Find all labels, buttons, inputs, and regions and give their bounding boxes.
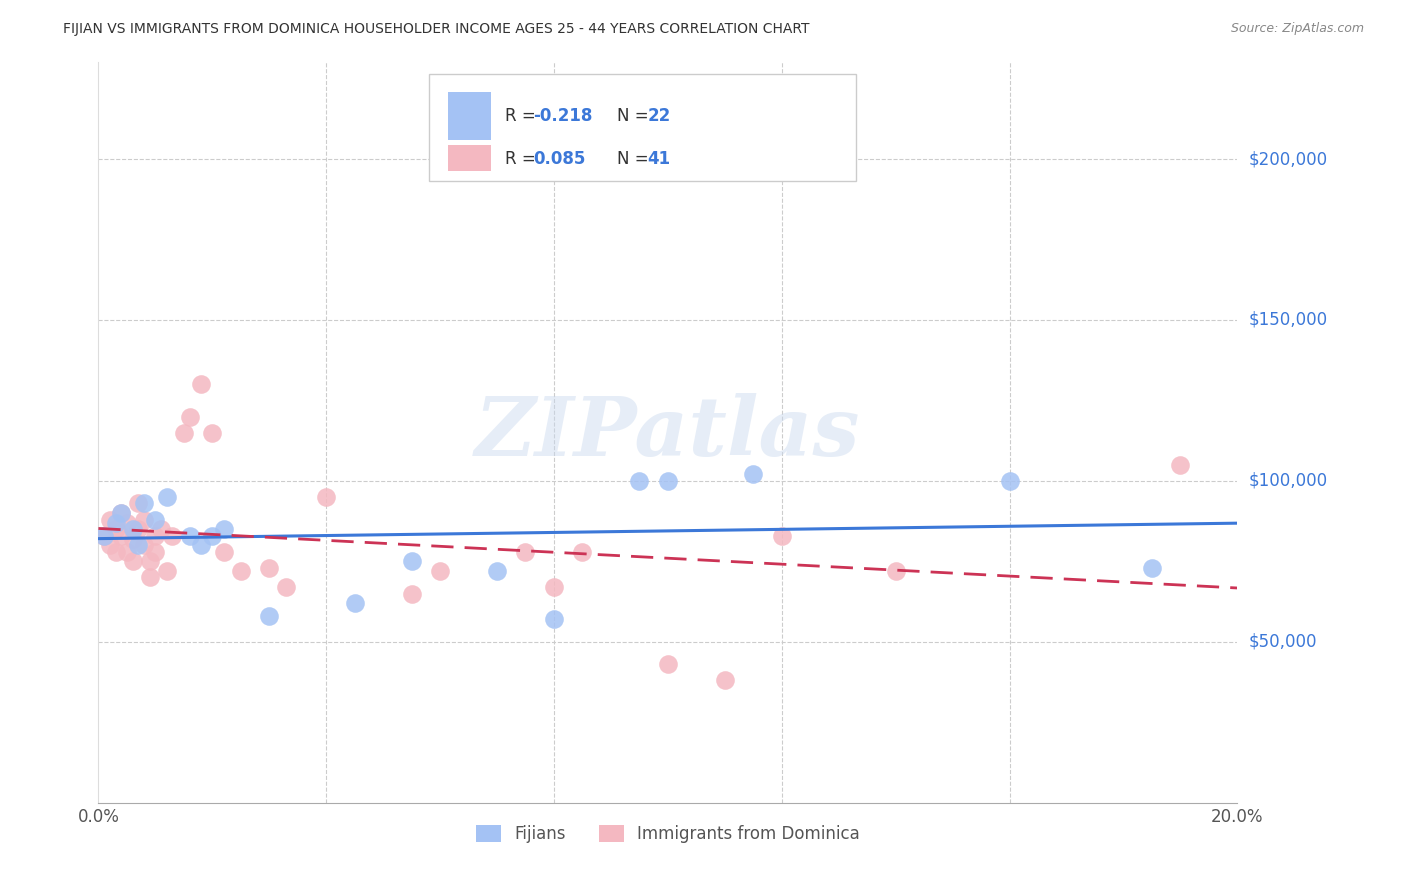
Text: Source: ZipAtlas.com: Source: ZipAtlas.com	[1230, 22, 1364, 36]
Point	[543, 580, 565, 594]
Point	[998, 474, 1021, 488]
Point	[93, 528, 115, 542]
Point	[132, 538, 155, 552]
Legend: Fijians, Immigrants from Dominica: Fijians, Immigrants from Dominica	[470, 819, 866, 850]
Point	[1170, 458, 1192, 472]
Text: ZIPatlas: ZIPatlas	[475, 392, 860, 473]
Point	[104, 516, 127, 530]
Point	[179, 409, 201, 424]
Point	[486, 564, 509, 578]
FancyBboxPatch shape	[429, 73, 856, 181]
Point	[127, 538, 149, 552]
Point	[515, 545, 537, 559]
Point	[315, 490, 337, 504]
Point	[132, 512, 155, 526]
Point	[121, 532, 143, 546]
Point	[742, 467, 765, 482]
Point	[145, 512, 167, 526]
Point	[714, 673, 737, 688]
Point	[150, 522, 173, 536]
Point	[212, 522, 235, 536]
Text: R =: R =	[505, 107, 541, 125]
Point	[138, 554, 160, 568]
Point	[145, 545, 167, 559]
Point	[212, 545, 235, 559]
Text: N =: N =	[617, 107, 654, 125]
Text: 22: 22	[647, 107, 671, 125]
Text: FIJIAN VS IMMIGRANTS FROM DOMINICA HOUSEHOLDER INCOME AGES 25 - 44 YEARS CORRELA: FIJIAN VS IMMIGRANTS FROM DOMINICA HOUSE…	[63, 22, 810, 37]
Text: 41: 41	[647, 150, 671, 168]
Point	[571, 545, 593, 559]
Point	[110, 506, 132, 520]
Point	[657, 657, 679, 672]
Point	[104, 522, 127, 536]
Point	[429, 564, 451, 578]
Point	[543, 612, 565, 626]
Point	[401, 554, 423, 568]
Point	[127, 522, 149, 536]
Point	[179, 528, 201, 542]
Point	[145, 528, 167, 542]
Point	[127, 496, 149, 510]
Text: $200,000: $200,000	[1249, 150, 1327, 168]
Bar	[449, 145, 491, 171]
Point	[190, 377, 212, 392]
Text: $150,000: $150,000	[1249, 311, 1327, 329]
Point	[98, 512, 121, 526]
Point	[259, 609, 281, 624]
Point	[229, 564, 252, 578]
Point	[201, 425, 224, 440]
Point	[259, 561, 281, 575]
Text: $50,000: $50,000	[1249, 632, 1317, 651]
Point	[276, 580, 298, 594]
Point	[121, 554, 143, 568]
Point	[110, 506, 132, 520]
Point	[657, 474, 679, 488]
Point	[156, 564, 179, 578]
Point	[162, 528, 184, 542]
Point	[201, 528, 224, 542]
Point	[1140, 561, 1163, 575]
Point	[770, 528, 793, 542]
Point	[121, 522, 143, 536]
Point	[132, 496, 155, 510]
Bar	[449, 92, 491, 140]
Point	[156, 490, 179, 504]
Point	[190, 538, 212, 552]
Point	[115, 516, 138, 530]
Point	[104, 545, 127, 559]
Point	[115, 545, 138, 559]
Point	[628, 474, 651, 488]
Point	[110, 528, 132, 542]
Point	[93, 528, 115, 542]
Point	[98, 538, 121, 552]
Point	[138, 570, 160, 584]
Text: $100,000: $100,000	[1249, 472, 1327, 490]
Text: N =: N =	[617, 150, 654, 168]
Point	[173, 425, 195, 440]
Point	[884, 564, 907, 578]
Point	[343, 596, 366, 610]
Point	[401, 586, 423, 600]
Text: 0.085: 0.085	[533, 150, 586, 168]
Text: -0.218: -0.218	[533, 107, 593, 125]
Text: R =: R =	[505, 150, 541, 168]
